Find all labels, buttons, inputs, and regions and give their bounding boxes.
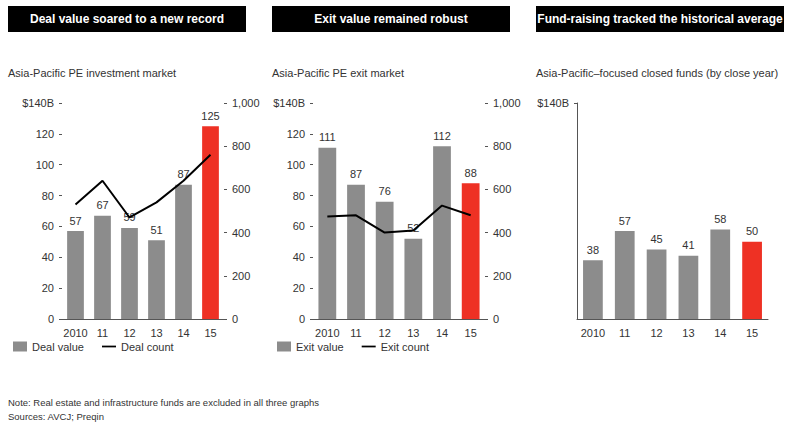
svg-text:15: 15 (204, 327, 216, 339)
svg-text:Deal value: Deal value (32, 341, 84, 353)
svg-text:60: 60 (293, 220, 305, 232)
svg-text:57: 57 (69, 215, 81, 227)
svg-text:Deal count: Deal count (121, 341, 174, 353)
svg-text:38: 38 (587, 244, 599, 256)
svg-text:200: 200 (232, 270, 250, 282)
svg-text:14: 14 (177, 327, 189, 339)
svg-text:13: 13 (407, 327, 419, 339)
svg-text:40: 40 (42, 251, 54, 263)
svg-text:111: 111 (319, 131, 336, 143)
svg-text:87: 87 (177, 168, 189, 180)
svg-text:13: 13 (682, 327, 694, 339)
svg-text:51: 51 (150, 224, 162, 236)
svg-text:1,000: 1,000 (493, 97, 521, 109)
svg-text:12: 12 (123, 327, 135, 339)
svg-text:120: 120 (36, 128, 54, 140)
svg-text:11: 11 (619, 327, 630, 339)
svg-text:0: 0 (493, 313, 499, 325)
svg-text:100: 100 (287, 159, 305, 171)
svg-text:120: 120 (287, 128, 305, 140)
svg-text:0: 0 (48, 313, 54, 325)
svg-text:88: 88 (465, 167, 477, 179)
svg-text:Exit value: Exit value (296, 341, 344, 353)
svg-text:58: 58 (714, 213, 726, 225)
svg-text:59: 59 (123, 211, 136, 224)
svg-text:Deal value soared to a new rec: Deal value soared to a new record (30, 12, 224, 26)
svg-text:0: 0 (232, 313, 238, 325)
svg-text:Sources: AVCJ; Preqin: Sources: AVCJ; Preqin (8, 411, 104, 422)
svg-text:12: 12 (650, 327, 662, 339)
svg-text:800: 800 (493, 140, 511, 152)
svg-text:11: 11 (97, 327, 108, 339)
svg-text:800: 800 (232, 140, 250, 152)
svg-text:600: 600 (493, 183, 511, 195)
svg-text:2010: 2010 (581, 327, 605, 339)
svg-text:52: 52 (407, 222, 419, 234)
svg-text:600: 600 (232, 183, 250, 195)
svg-text:87: 87 (350, 168, 362, 180)
svg-text:13: 13 (150, 327, 162, 339)
svg-text:200: 200 (493, 270, 511, 282)
svg-text:100: 100 (36, 159, 54, 171)
svg-text:0: 0 (299, 313, 305, 325)
svg-text:12: 12 (379, 327, 391, 339)
svg-text:60: 60 (42, 220, 54, 232)
svg-text:112: 112 (433, 130, 451, 142)
svg-text:40: 40 (293, 251, 305, 263)
svg-text:67: 67 (96, 199, 108, 211)
svg-text:1,000: 1,000 (232, 97, 260, 109)
svg-text:Asia-Pacific–focused closed fu: Asia-Pacific–focused closed funds (by cl… (536, 67, 778, 79)
svg-text:50: 50 (746, 225, 758, 237)
svg-text:Asia-Pacific PE investment mar: Asia-Pacific PE investment market (8, 67, 176, 79)
svg-text:Asia-Pacific PE exit market: Asia-Pacific PE exit market (272, 67, 404, 79)
svg-text:$140B: $140B (273, 97, 305, 109)
svg-text:2010: 2010 (63, 327, 87, 339)
svg-text:80: 80 (42, 190, 54, 202)
svg-text:45: 45 (650, 233, 662, 245)
svg-text:400: 400 (493, 227, 511, 239)
svg-text:14: 14 (436, 327, 448, 339)
svg-text:20: 20 (42, 282, 54, 294)
svg-text:$140B: $140B (22, 97, 54, 109)
svg-text:400: 400 (232, 227, 250, 239)
svg-text:41: 41 (682, 239, 694, 251)
svg-text:76: 76 (379, 185, 391, 197)
svg-text:57: 57 (619, 215, 631, 227)
svg-text:Note: Real estate and infrastr: Note: Real estate and infrastructure fun… (8, 397, 319, 408)
svg-text:15: 15 (746, 327, 758, 339)
svg-text:$140B: $140B (537, 97, 569, 109)
svg-text:Exit count: Exit count (381, 341, 429, 353)
svg-text:20: 20 (293, 282, 305, 294)
svg-text:80: 80 (293, 190, 305, 202)
svg-text:Fund-raising tracked the histo: Fund-raising tracked the historical aver… (537, 12, 783, 26)
svg-text:15: 15 (465, 327, 477, 339)
svg-text:11: 11 (350, 327, 361, 339)
svg-text:125: 125 (201, 110, 219, 122)
svg-text:Exit value remained robust: Exit value remained robust (314, 12, 467, 26)
svg-text:14: 14 (714, 327, 726, 339)
svg-text:2010: 2010 (315, 327, 339, 339)
